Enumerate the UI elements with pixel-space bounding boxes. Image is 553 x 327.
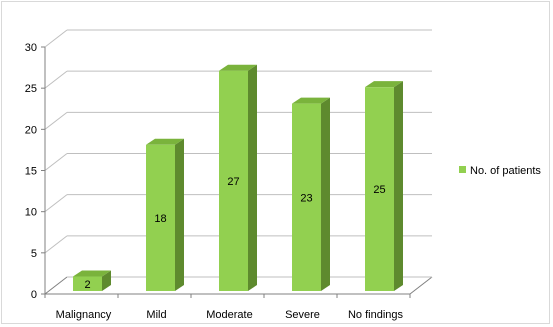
bar: 25 <box>365 81 403 292</box>
x-axis-ticks: Malignancy Mild Moderate Severe No findings <box>56 309 404 321</box>
bar-top <box>292 97 330 104</box>
bar-front <box>146 144 175 291</box>
bar-side <box>175 138 184 291</box>
bar-side <box>394 81 403 292</box>
gridline-diagonal <box>44 70 68 89</box>
bar-side <box>321 97 330 291</box>
bar: 18 <box>146 138 184 291</box>
legend: No. of patients <box>459 165 541 177</box>
data-label: 2 <box>84 279 90 291</box>
y-tick-label: 10 <box>25 207 37 219</box>
bar-top <box>365 81 403 88</box>
legend-label: No. of patients <box>470 165 541 177</box>
y-tick-label: 25 <box>25 83 37 95</box>
bar-top <box>73 270 111 277</box>
floor-left-edge <box>44 276 68 295</box>
y-axis-ticks: 0 5 10 15 20 25 30 <box>25 42 45 301</box>
x-tick-label: Severe <box>285 309 320 321</box>
floor-right-edge <box>409 276 433 295</box>
gridline-diagonal <box>44 29 68 48</box>
y-tick-label: 15 <box>25 166 37 178</box>
gridline-diagonal <box>44 153 68 171</box>
y-tick-label: 5 <box>31 248 37 260</box>
bar-front <box>73 276 102 291</box>
bar: 2 <box>73 270 111 291</box>
bar-front <box>219 70 248 291</box>
data-label: 25 <box>373 184 385 196</box>
data-label: 27 <box>227 176 239 188</box>
y-tick-label: 20 <box>25 124 37 136</box>
bar: 27 <box>219 64 257 291</box>
bar-front <box>365 87 394 292</box>
gridline-diagonal <box>44 235 68 254</box>
bar: 23 <box>292 97 330 291</box>
bar-top <box>146 138 184 145</box>
bars: 2 18 27 23 25 <box>73 64 403 292</box>
y-tick-label: 30 <box>25 42 37 54</box>
data-label: 23 <box>300 192 312 204</box>
data-label: 18 <box>154 213 166 225</box>
bar-top <box>219 64 257 71</box>
x-tick-label: No findings <box>348 309 404 321</box>
x-tick-label: Mild <box>146 309 166 321</box>
gridline-diagonal <box>44 111 68 130</box>
gridline-diagonal <box>44 194 68 213</box>
y-tick-label: 0 <box>31 289 37 301</box>
bar-side <box>102 270 111 291</box>
bar-front <box>292 103 321 291</box>
bar-side <box>248 64 257 291</box>
x-tick-label: Malignancy <box>56 309 112 321</box>
x-tick-label: Moderate <box>206 309 252 321</box>
legend-swatch <box>459 166 466 173</box>
